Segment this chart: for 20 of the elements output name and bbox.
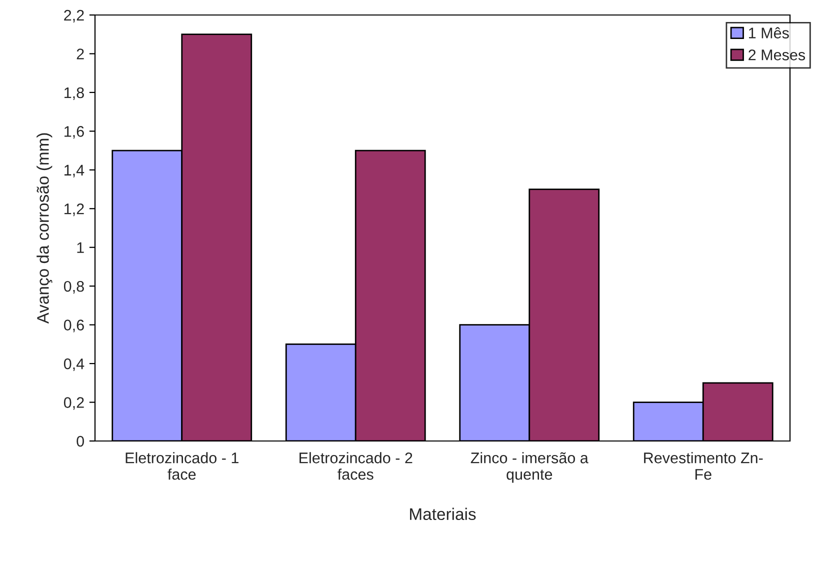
y-tick-label: 0,8 <box>64 280 84 294</box>
y-tick-label: 1,6 <box>64 126 84 139</box>
y-tick-label: 1,2 <box>64 204 84 216</box>
x-tick-label: Eletrozincado - 1 face <box>126 452 238 480</box>
x-axis-title: Materiais <box>410 508 476 520</box>
x-tick-label: Eletrozincado - 2 faces <box>300 452 412 480</box>
y-tick-label: 2 <box>76 48 84 60</box>
legend-label: 1 Mês <box>749 27 789 38</box>
y-tick-label: 1,8 <box>64 87 84 100</box>
y-tick-label: 2,2 <box>64 10 84 22</box>
y-tick-label: 0,4 <box>64 358 84 372</box>
y-tick-label: 0,2 <box>64 397 84 410</box>
y-axis-title: Avanço da corrosão (mm) <box>36 133 52 324</box>
legend-label: 2 Meses <box>748 50 806 60</box>
x-tick-label: Revestimento Zn- Fe <box>644 452 763 480</box>
x-tick-label: Zinco - imersão a quente <box>470 452 588 483</box>
y-tick-label: 1,4 <box>64 164 84 178</box>
y-tick-label: 0,6 <box>64 320 84 332</box>
y-tick-label: 0 <box>76 436 84 447</box>
y-tick-label: 1 <box>77 242 84 253</box>
